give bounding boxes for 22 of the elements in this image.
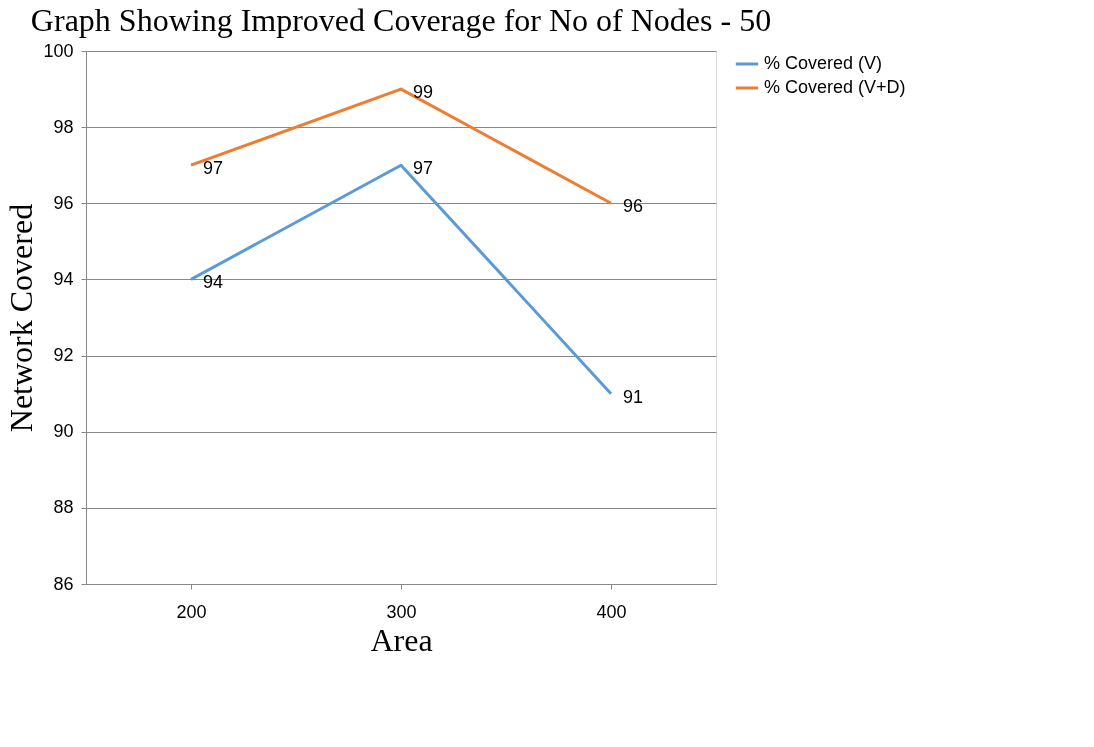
x-tick-label: 400: [596, 601, 627, 622]
x-axis-title: Area: [370, 621, 433, 658]
legend-label: % Covered (V): [764, 53, 883, 73]
y-tick-label: 86: [53, 573, 74, 594]
y-tick-label: 92: [53, 345, 74, 366]
data-label: 96: [623, 196, 644, 217]
x-tick-label: 200: [176, 601, 207, 622]
y-axis-title: Network Covered: [3, 203, 40, 433]
data-label: 91: [623, 386, 644, 407]
chart-title: Graph Showing Improved Coverage for No of Nodes - 50: [30, 2, 772, 38]
x-tick-label: 300: [386, 601, 417, 622]
y-tick-label: 90: [53, 421, 74, 442]
data-label: 99: [413, 82, 434, 103]
y-tick-label: 88: [53, 497, 74, 518]
data-label: 97: [413, 158, 434, 179]
y-tick-label: 96: [53, 192, 74, 213]
y-tick-label: 100: [43, 40, 74, 61]
y-tick-label: 98: [53, 116, 74, 137]
data-label: 94: [203, 272, 224, 293]
y-tick-label: 94: [53, 268, 74, 289]
legend-label: % Covered (V+D): [764, 77, 906, 97]
data-label: 97: [203, 158, 224, 179]
